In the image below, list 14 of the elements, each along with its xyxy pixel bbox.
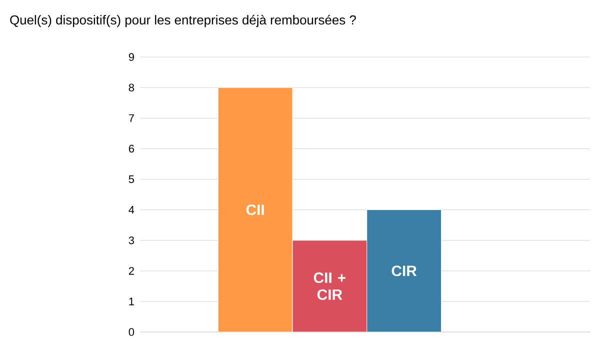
y-tick-label: 6 — [128, 144, 134, 153]
x-tick-label: CII + CIR — [314, 272, 346, 300]
y-tick-label: 3 — [128, 236, 134, 244]
x-tick-label: CIR — [392, 266, 417, 276]
y-tick-label: 1 — [129, 298, 134, 306]
y-tick-label: 9 — [128, 53, 134, 61]
chart-title: Quel(s) dispositif(s) pour les entreprises déjà remboursées ? — [10, 14, 356, 28]
y-tick-label: 8 — [128, 84, 134, 92]
y-tick-label: 4 — [128, 206, 134, 214]
y-tick-label: 0 — [128, 328, 134, 336]
x-tick-label: CII — [246, 204, 264, 216]
y-tick-label: 2 — [128, 267, 134, 275]
y-tick-label: 5 — [128, 175, 134, 184]
y-tick-label: 7 — [128, 114, 134, 122]
